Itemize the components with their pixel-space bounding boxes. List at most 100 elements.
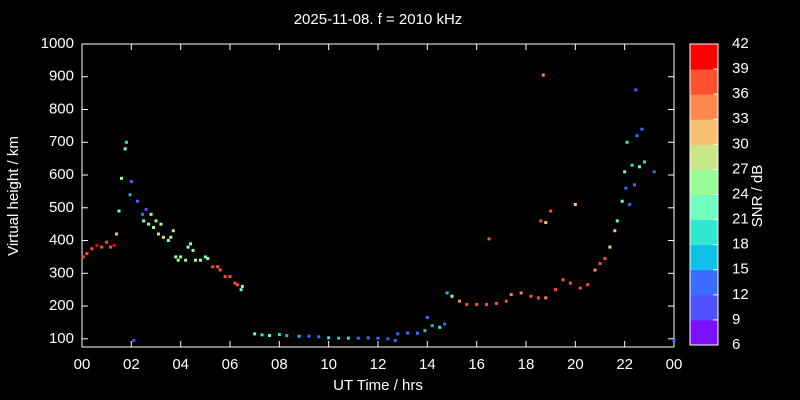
colorbar-segment xyxy=(690,44,718,70)
x-tick-label: 14 xyxy=(419,356,436,373)
data-point xyxy=(337,336,341,340)
data-point xyxy=(132,338,136,342)
colorbar-tick-label: 42 xyxy=(732,35,749,52)
data-point xyxy=(423,329,427,333)
data-point xyxy=(198,258,202,262)
y-tick-label: 500 xyxy=(49,199,74,216)
y-tick-label: 100 xyxy=(49,330,74,347)
data-point xyxy=(625,140,629,144)
data-point xyxy=(425,316,429,320)
data-point xyxy=(554,288,558,292)
colorbar-tick-label: 36 xyxy=(732,85,749,102)
y-tick-label: 600 xyxy=(49,166,74,183)
data-point xyxy=(124,140,128,144)
data-point xyxy=(179,255,183,259)
data-point xyxy=(206,257,210,261)
data-point xyxy=(105,240,109,244)
data-point xyxy=(443,322,447,326)
data-point xyxy=(176,258,180,262)
data-point xyxy=(624,186,628,190)
data-point xyxy=(539,219,543,223)
data-point xyxy=(438,325,442,329)
data-point xyxy=(277,333,281,337)
data-point xyxy=(637,165,641,169)
data-point xyxy=(317,335,321,339)
colorbar-tick-label: 33 xyxy=(732,110,749,127)
data-point xyxy=(593,268,597,272)
data-point xyxy=(100,245,104,249)
y-tick-label: 200 xyxy=(49,297,74,314)
y-tick-label: 1000 xyxy=(41,35,74,52)
data-point xyxy=(128,193,132,197)
plot-frame xyxy=(81,43,675,348)
data-point xyxy=(159,222,163,226)
data-point xyxy=(90,247,94,251)
x-tick-label: 22 xyxy=(616,356,633,373)
data-point xyxy=(465,302,469,306)
x-tick-label: 00 xyxy=(666,356,683,373)
colorbar-segment xyxy=(690,294,718,321)
data-point xyxy=(549,209,553,213)
y-tick-label: 800 xyxy=(49,100,74,117)
data-point xyxy=(211,265,215,269)
data-point xyxy=(253,332,257,336)
data-point xyxy=(487,237,491,241)
data-point xyxy=(240,284,244,288)
data-point xyxy=(640,127,644,131)
x-tick-label: 02 xyxy=(123,356,140,373)
data-point xyxy=(233,281,237,285)
data-point xyxy=(634,88,638,92)
data-point xyxy=(161,235,165,239)
data-point xyxy=(393,338,397,342)
data-point xyxy=(485,302,489,306)
colorbar-tick-label: 39 xyxy=(732,60,749,77)
data-point xyxy=(578,286,582,290)
chart-title: 2025-11-08. f = 2010 kHz xyxy=(294,11,463,28)
colorbar-segment xyxy=(690,244,718,271)
data-point xyxy=(573,203,577,207)
data-point xyxy=(136,199,139,203)
y-tick-label: 300 xyxy=(49,264,74,281)
data-point xyxy=(494,301,498,305)
data-point xyxy=(267,334,271,338)
data-point xyxy=(186,245,190,249)
data-point xyxy=(457,299,461,303)
colorbar-tick-label: 6 xyxy=(732,336,740,353)
data-point xyxy=(603,257,607,261)
data-point xyxy=(260,333,264,337)
data-point xyxy=(450,294,454,298)
colorbar-segment xyxy=(690,319,718,346)
data-point xyxy=(652,170,656,174)
data-point xyxy=(144,207,148,211)
x-tick-label: 16 xyxy=(468,356,485,373)
data-point xyxy=(620,199,624,203)
data-point xyxy=(475,302,479,306)
colorbar-segment xyxy=(690,69,718,95)
data-point xyxy=(633,183,637,187)
data-point xyxy=(541,73,545,77)
data-point xyxy=(193,258,197,262)
y-tick-label: 400 xyxy=(49,232,74,249)
data-point xyxy=(529,294,533,298)
data-point xyxy=(223,275,227,279)
data-point xyxy=(561,278,565,282)
data-point xyxy=(327,336,331,340)
data-point xyxy=(85,252,89,256)
data-point xyxy=(628,203,632,207)
x-tick-label: 10 xyxy=(320,356,337,373)
colorbar-tick-label: 24 xyxy=(732,185,749,202)
data-point xyxy=(445,291,449,295)
data-point xyxy=(396,332,400,336)
data-point xyxy=(171,229,175,233)
data-point xyxy=(346,336,350,340)
colorbar-tick-label: 9 xyxy=(732,311,740,328)
data-point xyxy=(642,160,646,164)
x-tick-label: 06 xyxy=(222,356,239,373)
colorbar-segment xyxy=(690,94,718,120)
data-point xyxy=(239,288,243,292)
x-tick-label: 00 xyxy=(74,356,91,373)
data-point xyxy=(115,232,119,236)
data-point xyxy=(218,268,222,272)
data-point xyxy=(623,170,627,174)
